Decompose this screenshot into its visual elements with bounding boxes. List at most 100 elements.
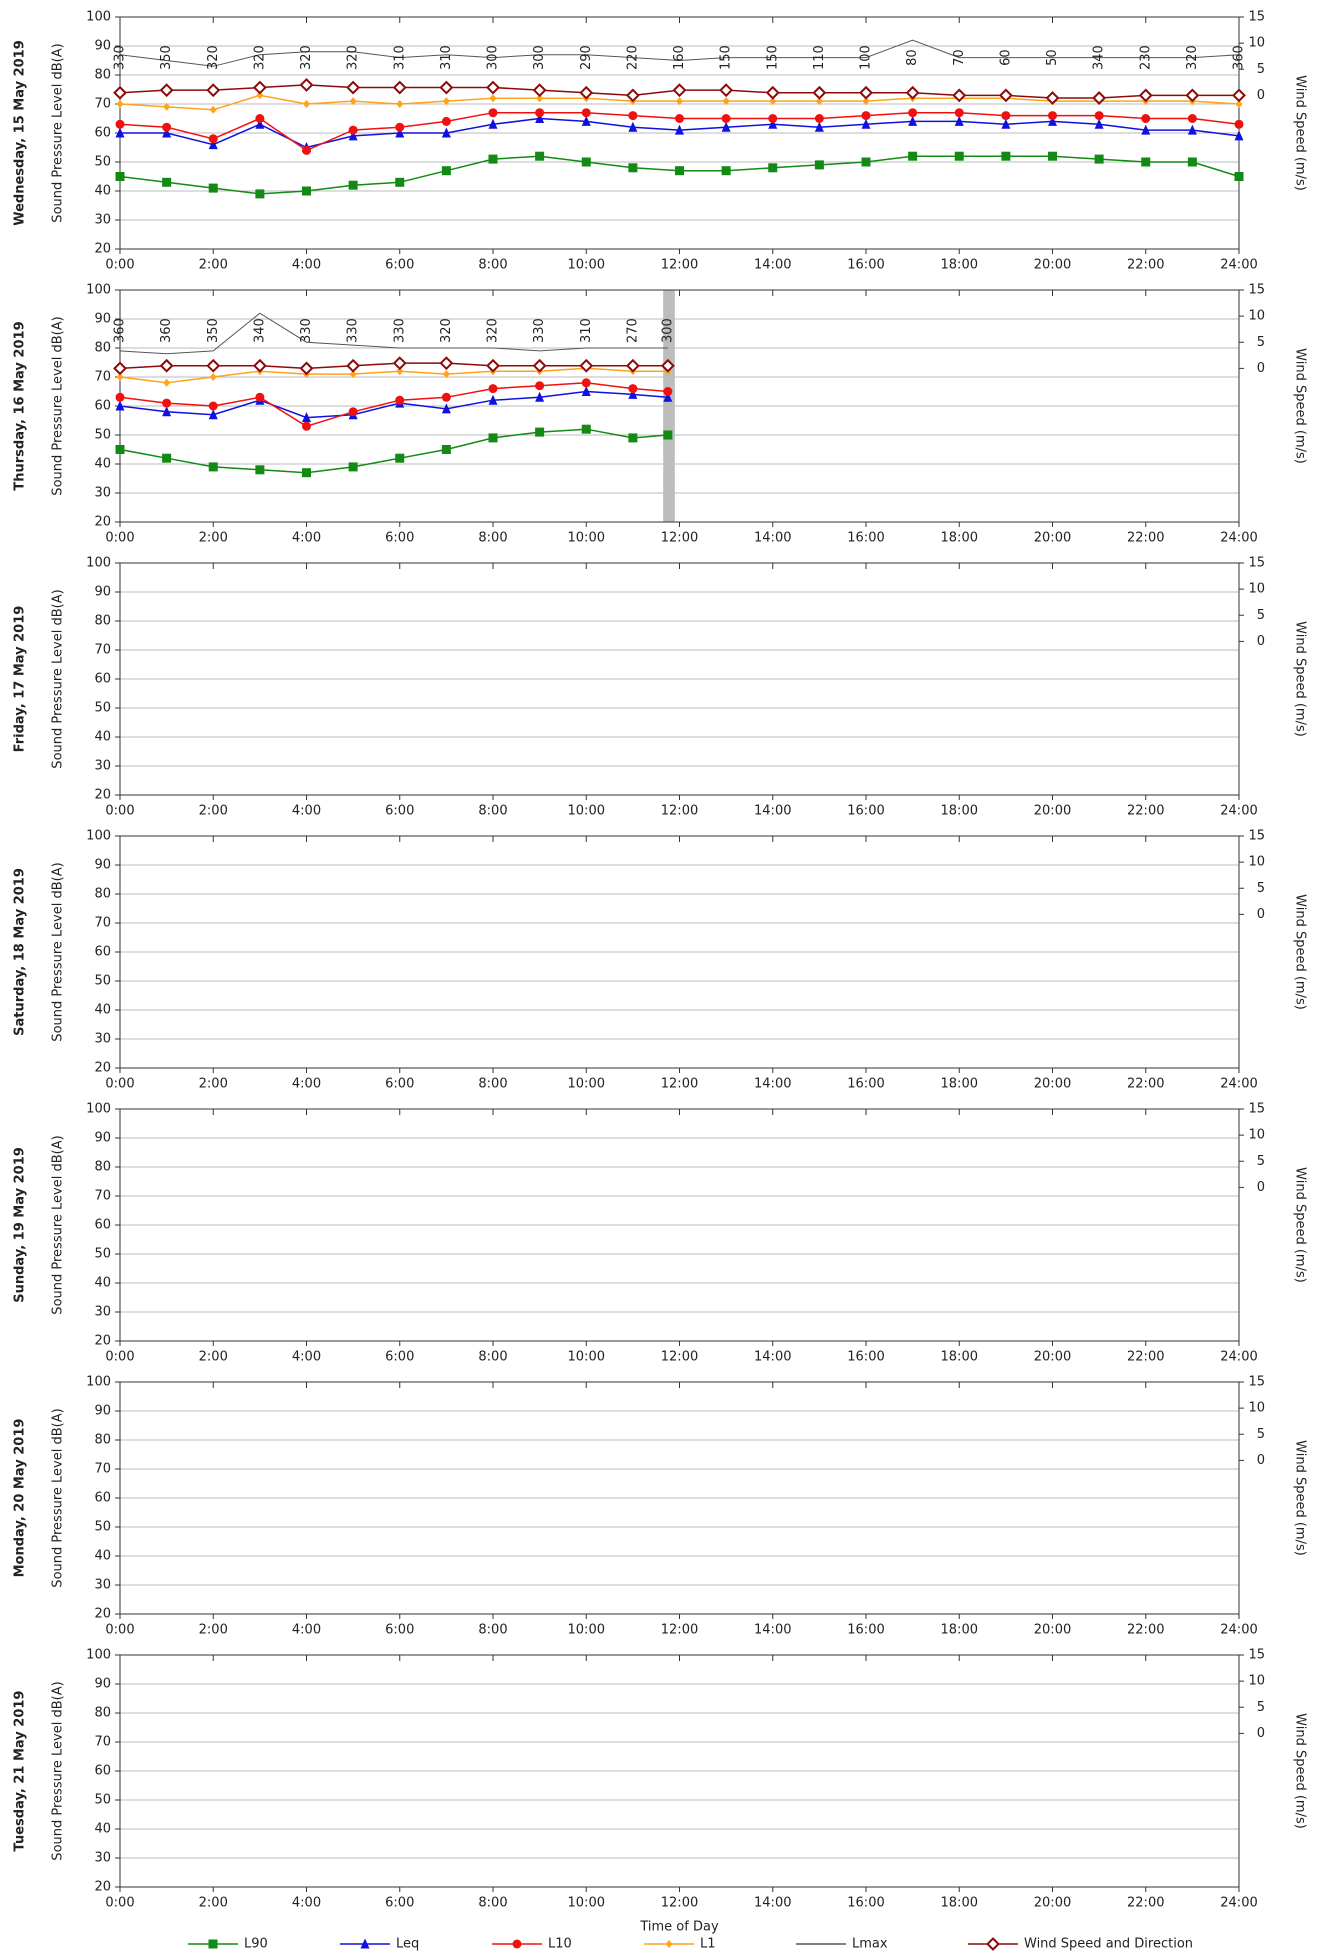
y2-tick-label: 15 [1248,1102,1265,1117]
marker [998,88,1013,103]
wind-direction-label: 320 [299,45,314,70]
marker [349,370,357,379]
wind-direction-label: 110 [812,45,827,70]
marker [488,394,498,405]
y-tick-label: 80 [94,68,111,83]
wind-direction-label: 300 [660,318,675,343]
wind-direction-label: 340 [252,318,267,343]
y-tick-label: 60 [94,945,111,960]
y-tick-label: 90 [94,858,111,873]
marker [441,403,451,414]
marker [1094,118,1104,129]
y-tick-label: 70 [94,643,111,658]
x-tick-label: 24:00 [1220,1623,1257,1638]
x-tick-label: 0:00 [105,531,134,546]
marker [486,80,500,95]
marker [536,94,544,103]
y2-tick-label: 10 [1248,36,1265,51]
x-tick-label: 0:00 [105,1896,134,1911]
x-tick-label: 2:00 [199,258,228,273]
marker [628,384,638,394]
x-tick-label: 22:00 [1127,531,1164,546]
marker [954,151,964,161]
marker [209,373,217,381]
x-tick-label: 14:00 [754,804,791,819]
marker [581,108,591,118]
marker [1001,118,1011,129]
wind-direction-label: 320 [206,45,221,70]
plot-frame [119,835,1240,1069]
x-tick-label: 18:00 [941,1896,978,1911]
x-tick-label: 6:00 [385,1623,414,1638]
marker [159,358,174,373]
wind-direction-label: 350 [206,318,221,343]
marker [1141,114,1151,123]
marker [486,358,500,373]
marker [814,114,824,123]
marker [769,97,777,106]
x-tick-label: 6:00 [385,1896,414,1911]
x-tick-label: 10:00 [568,1350,605,1365]
marker [675,124,684,135]
marker [676,97,683,106]
x-tick-label: 4:00 [292,804,321,819]
y2-tick-label: 5 [1257,335,1265,350]
y2-tick-label: 10 [1248,855,1265,870]
y-tick-label: 80 [94,1433,111,1448]
marker [722,97,730,106]
y-tick-label: 90 [94,39,111,54]
marker [719,83,734,98]
wind-direction-label: 360 [159,318,174,343]
marker [581,378,591,388]
marker [488,433,498,443]
y-tick-label: 20 [94,1061,111,1076]
x-tick-label: 14:00 [754,1623,791,1638]
y-tick-label: 20 [94,242,111,257]
y2-tick-label: 5 [1257,1700,1265,1715]
wind-direction-label: 100 [859,45,874,70]
marker [581,115,591,126]
y2-tick-label: 0 [1257,88,1265,103]
marker [396,100,404,108]
x-tick-label: 8:00 [478,531,507,546]
x-tick-label: 4:00 [292,1623,321,1638]
x-tick-label: 22:00 [1127,804,1164,819]
series-line [119,312,668,355]
x-tick-label: 4:00 [292,531,321,546]
marker [360,1938,370,1949]
marker [348,180,358,190]
y-tick-label: 100 [86,829,111,844]
marker [672,83,687,98]
marker [303,100,310,108]
x-tick-label: 24:00 [1220,1077,1257,1092]
marker [346,80,361,95]
x-tick-label: 16:00 [847,258,884,273]
marker [116,100,124,108]
y-tick-label: 60 [94,399,111,414]
marker [299,361,314,376]
x-tick-label: 10:00 [568,1896,605,1911]
y2-tick-label: 10 [1248,1128,1265,1143]
wind-direction-label: 320 [439,318,454,343]
marker [1234,130,1244,141]
y2-tick-label: 15 [1248,829,1265,844]
y-tick-label: 40 [94,1276,111,1291]
y2-axis-title: Wind Speed (m/s) [1293,894,1308,1010]
panel-title: Friday, 17 May 2019 [13,606,28,753]
marker [768,118,778,129]
marker [163,378,171,387]
x-tick-label: 2:00 [199,804,228,819]
marker [255,118,265,129]
wind-direction-label: 330 [346,318,361,343]
y-tick-label: 70 [94,1189,111,1204]
marker [768,114,778,123]
marker [302,421,311,431]
y-tick-label: 20 [94,1334,111,1349]
marker [628,433,638,443]
marker [861,118,871,129]
y2-tick-label: 0 [1257,1453,1265,1468]
marker [625,88,640,103]
y2-tick-label: 15 [1248,283,1265,298]
y-axis-title: Sound Pressure Level dB(A) [51,862,66,1041]
x-tick-label: 12:00 [661,1896,698,1911]
